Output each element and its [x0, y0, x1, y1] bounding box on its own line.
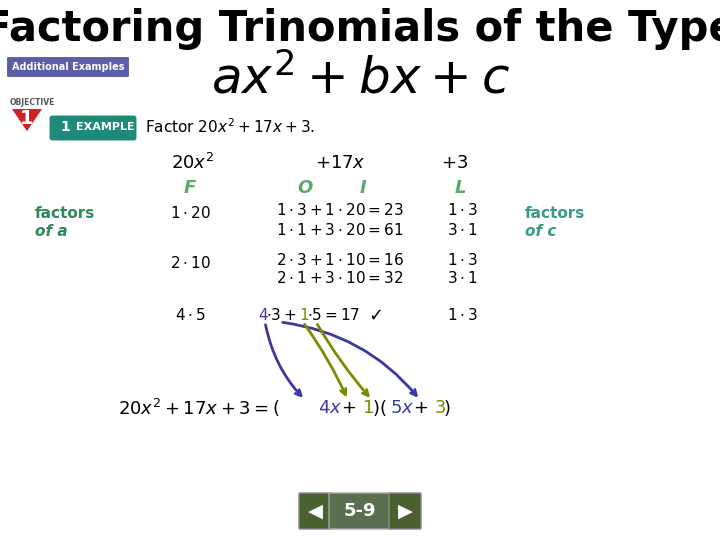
Text: OBJECTIVE: OBJECTIVE [10, 98, 55, 107]
FancyBboxPatch shape [299, 493, 331, 529]
FancyBboxPatch shape [389, 493, 421, 529]
Text: $20x^2$: $20x^2$ [171, 153, 215, 173]
Text: $ + $: $ + $ [341, 399, 356, 417]
Text: $5x$: $5x$ [390, 399, 414, 417]
FancyBboxPatch shape [329, 493, 391, 529]
Text: $1$: $1$ [299, 307, 310, 323]
Text: $2 \cdot 1 + 3 \cdot 10 = 32$: $2 \cdot 1 + 3 \cdot 10 = 32$ [276, 270, 404, 286]
Text: $3$: $3$ [434, 399, 446, 417]
Text: $4x$: $4x$ [318, 399, 342, 417]
Text: $+17x$: $+17x$ [315, 154, 365, 172]
Text: F: F [184, 179, 196, 197]
Text: $\cdot 3 +$: $\cdot 3 +$ [266, 307, 297, 323]
Text: factors: factors [35, 206, 95, 220]
Text: I: I [359, 179, 366, 197]
Text: $4$: $4$ [258, 307, 269, 323]
Text: $2 \cdot 3 + 1 \cdot 10 = 16$: $2 \cdot 3 + 1 \cdot 10 = 16$ [276, 252, 404, 268]
Text: $\checkmark$: $\checkmark$ [368, 306, 382, 324]
Text: L: L [454, 179, 466, 197]
Text: $\cdot 5 = 17$: $\cdot 5 = 17$ [307, 307, 360, 323]
Text: ▶: ▶ [397, 502, 413, 521]
Text: $1 \cdot 3$: $1 \cdot 3$ [446, 252, 477, 268]
Text: $3 \cdot 1$: $3 \cdot 1$ [446, 222, 477, 238]
Text: ◀: ◀ [307, 502, 323, 521]
Text: $1$: $1$ [362, 399, 374, 417]
Text: EXAMPLE: EXAMPLE [76, 122, 135, 132]
Text: $)($: $)($ [372, 398, 387, 418]
Text: $1 \cdot 1 + 3 \cdot 20 = 61$: $1 \cdot 1 + 3 \cdot 20 = 61$ [276, 222, 404, 238]
Text: Factor $20x^2 + 17x + 3.$: Factor $20x^2 + 17x + 3.$ [145, 118, 315, 137]
Text: 1: 1 [60, 120, 70, 134]
Text: $4 \cdot 5$: $4 \cdot 5$ [174, 307, 205, 323]
Text: O: O [297, 179, 312, 197]
Text: $20x^2 + 17x + 3 = ($: $20x^2 + 17x + 3 = ($ [118, 397, 279, 419]
FancyBboxPatch shape [6, 57, 130, 78]
Text: factors: factors [525, 206, 585, 220]
Text: $1 \cdot 3 + 1 \cdot 20 = 23$: $1 \cdot 3 + 1 \cdot 20 = 23$ [276, 202, 404, 218]
Text: $1 \cdot 3$: $1 \cdot 3$ [446, 202, 477, 218]
Text: $2 \cdot 10$: $2 \cdot 10$ [170, 255, 210, 271]
FancyBboxPatch shape [49, 115, 137, 141]
Text: $1 \cdot 3$: $1 \cdot 3$ [446, 307, 477, 323]
Text: $+3$: $+3$ [441, 154, 469, 172]
Text: of a: of a [35, 225, 68, 240]
Text: $ + $: $ + $ [413, 399, 428, 417]
Text: Factoring Trinomials of the Type: Factoring Trinomials of the Type [0, 8, 720, 50]
Text: $)$: $)$ [443, 398, 451, 418]
Text: 1: 1 [20, 109, 34, 127]
Text: Additional Examples: Additional Examples [12, 62, 125, 72]
Polygon shape [10, 108, 44, 133]
Text: $3 \cdot 1$: $3 \cdot 1$ [446, 270, 477, 286]
Text: $1 \cdot 20$: $1 \cdot 20$ [170, 205, 210, 221]
Text: $ax^2 + bx + c$: $ax^2 + bx + c$ [210, 55, 510, 104]
Text: of c: of c [525, 225, 557, 240]
Text: 5-9: 5-9 [343, 502, 377, 520]
